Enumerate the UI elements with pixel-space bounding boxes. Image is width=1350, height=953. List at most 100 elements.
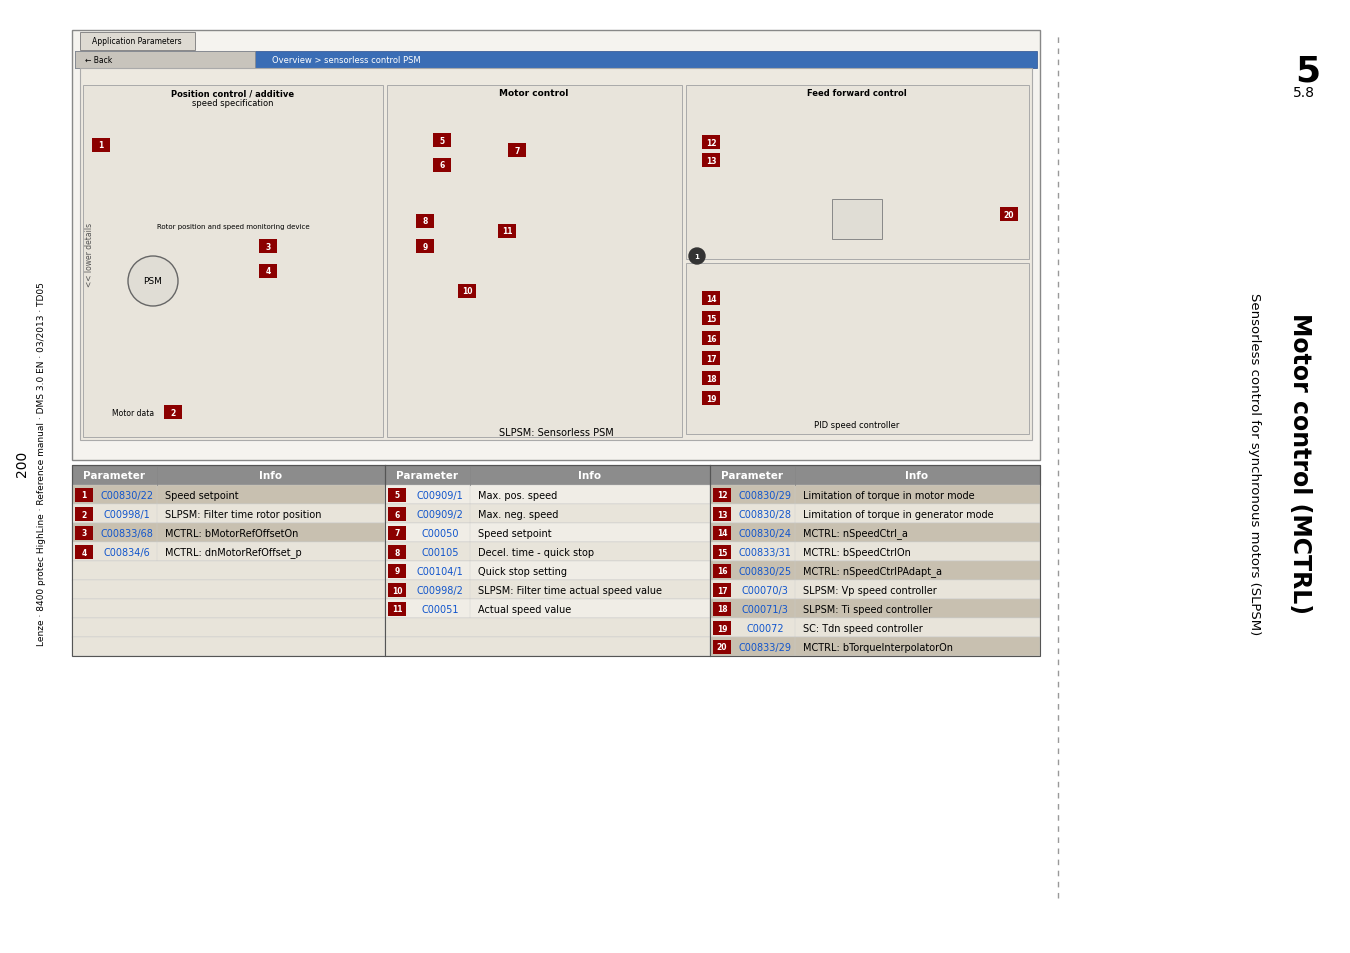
Bar bbox=[387, 583, 406, 598]
Text: << lower details: << lower details bbox=[85, 223, 94, 287]
Bar bbox=[433, 133, 451, 148]
Bar bbox=[710, 504, 1040, 523]
Bar bbox=[82, 86, 383, 437]
Text: C00998/1: C00998/1 bbox=[104, 510, 150, 519]
Bar bbox=[72, 618, 385, 638]
Text: C00909/1: C00909/1 bbox=[417, 491, 463, 500]
Bar bbox=[387, 545, 406, 559]
Text: 17: 17 bbox=[717, 586, 728, 595]
Bar bbox=[72, 599, 385, 618]
Text: MCTRL: nSpeedCtrlPAdapt_a: MCTRL: nSpeedCtrlPAdapt_a bbox=[803, 566, 942, 577]
Bar bbox=[385, 561, 710, 580]
Text: 9: 9 bbox=[394, 567, 400, 576]
Text: Limitation of torque in motor mode: Limitation of torque in motor mode bbox=[803, 491, 975, 500]
Bar bbox=[76, 545, 93, 559]
Bar bbox=[508, 144, 526, 158]
Bar bbox=[259, 265, 277, 278]
Bar bbox=[416, 240, 433, 253]
Text: 5: 5 bbox=[1295, 54, 1320, 88]
Text: 7: 7 bbox=[394, 529, 400, 537]
Bar bbox=[385, 523, 710, 542]
Bar bbox=[259, 240, 277, 253]
Text: 7: 7 bbox=[514, 147, 520, 155]
Text: SLPSM: Sensorless PSM: SLPSM: Sensorless PSM bbox=[498, 428, 613, 437]
Bar bbox=[710, 542, 1040, 561]
Text: 17: 17 bbox=[706, 355, 717, 363]
Text: C00834/6: C00834/6 bbox=[104, 547, 150, 558]
Text: C00830/22: C00830/22 bbox=[100, 491, 154, 500]
Text: C00104/1: C00104/1 bbox=[417, 566, 463, 577]
Bar bbox=[713, 507, 730, 521]
Text: C00998/2: C00998/2 bbox=[417, 585, 463, 596]
Text: Motor data: Motor data bbox=[112, 408, 154, 417]
Bar bbox=[387, 507, 406, 521]
Text: Overview > sensorless control PSM: Overview > sensorless control PSM bbox=[271, 56, 421, 65]
Bar bbox=[710, 523, 1040, 542]
Text: 18: 18 bbox=[706, 375, 717, 383]
Bar bbox=[385, 542, 710, 561]
Text: 14: 14 bbox=[717, 529, 728, 537]
Text: Limitation of torque in generator mode: Limitation of torque in generator mode bbox=[803, 510, 994, 519]
Text: 13: 13 bbox=[717, 510, 728, 519]
Text: 13: 13 bbox=[706, 156, 717, 165]
Bar bbox=[92, 139, 109, 152]
Bar bbox=[72, 523, 385, 542]
Text: 6: 6 bbox=[439, 161, 444, 171]
Text: MCTRL: nSpeedCtrl_a: MCTRL: nSpeedCtrl_a bbox=[803, 528, 907, 538]
Text: 11: 11 bbox=[502, 227, 512, 236]
Bar bbox=[458, 285, 477, 298]
Bar bbox=[385, 618, 710, 638]
Text: Parameter: Parameter bbox=[396, 471, 458, 480]
Text: Sensorless control for synchronous motors (SLPSM): Sensorless control for synchronous motor… bbox=[1249, 293, 1261, 635]
Bar bbox=[710, 618, 1040, 638]
Bar bbox=[686, 264, 1029, 435]
Text: Info: Info bbox=[906, 471, 929, 480]
Text: PSM: PSM bbox=[143, 277, 162, 286]
Text: Quick stop setting: Quick stop setting bbox=[478, 566, 567, 577]
Text: MCTRL: bMotorRefOffsetOn: MCTRL: bMotorRefOffsetOn bbox=[165, 529, 298, 538]
Bar bbox=[385, 504, 710, 523]
Text: 18: 18 bbox=[717, 605, 728, 614]
Bar bbox=[832, 200, 882, 240]
Bar bbox=[713, 526, 730, 540]
Bar bbox=[76, 52, 255, 69]
Text: Actual speed value: Actual speed value bbox=[478, 604, 571, 615]
Bar bbox=[72, 30, 1040, 460]
Text: Motor control: Motor control bbox=[500, 90, 568, 98]
Text: MCTRL: bSpeedCtrlOn: MCTRL: bSpeedCtrlOn bbox=[803, 547, 911, 558]
Bar bbox=[72, 485, 385, 504]
Text: 200: 200 bbox=[15, 451, 28, 476]
Text: MCTRL: dnMotorRefOffset_p: MCTRL: dnMotorRefOffset_p bbox=[165, 547, 302, 558]
Bar bbox=[702, 372, 720, 386]
Text: 5: 5 bbox=[394, 491, 400, 500]
Text: 1: 1 bbox=[99, 141, 104, 151]
Bar bbox=[80, 33, 194, 51]
Bar bbox=[76, 489, 93, 502]
Bar bbox=[72, 504, 385, 523]
Bar bbox=[385, 599, 710, 618]
Text: Speed setpoint: Speed setpoint bbox=[165, 491, 239, 500]
Bar bbox=[72, 580, 385, 599]
Text: Application Parameters: Application Parameters bbox=[92, 37, 182, 47]
Bar bbox=[686, 86, 1029, 260]
Bar bbox=[710, 485, 1040, 504]
Text: Max. pos. speed: Max. pos. speed bbox=[478, 491, 558, 500]
Text: 3: 3 bbox=[266, 242, 270, 252]
Text: C00830/25: C00830/25 bbox=[738, 566, 791, 577]
Text: 20: 20 bbox=[1004, 211, 1014, 219]
Text: 12: 12 bbox=[706, 138, 717, 148]
Text: 15: 15 bbox=[706, 314, 717, 323]
Text: ← Back: ← Back bbox=[85, 56, 112, 65]
Bar bbox=[710, 599, 1040, 618]
Bar bbox=[702, 392, 720, 406]
Bar bbox=[385, 580, 710, 599]
Bar bbox=[80, 69, 1031, 440]
Text: Parameter: Parameter bbox=[721, 471, 783, 480]
Text: Rotor position and speed monitoring device: Rotor position and speed monitoring devi… bbox=[157, 224, 309, 230]
Text: 3: 3 bbox=[81, 529, 86, 537]
Bar bbox=[76, 52, 1037, 69]
Bar bbox=[72, 561, 385, 580]
Bar bbox=[76, 507, 93, 521]
Text: C00830/29: C00830/29 bbox=[738, 491, 791, 500]
Text: Lenze · 8400 protec HighLine · Reference manual · DMS 3.0 EN · 03/2013 · TD05: Lenze · 8400 protec HighLine · Reference… bbox=[38, 282, 46, 645]
